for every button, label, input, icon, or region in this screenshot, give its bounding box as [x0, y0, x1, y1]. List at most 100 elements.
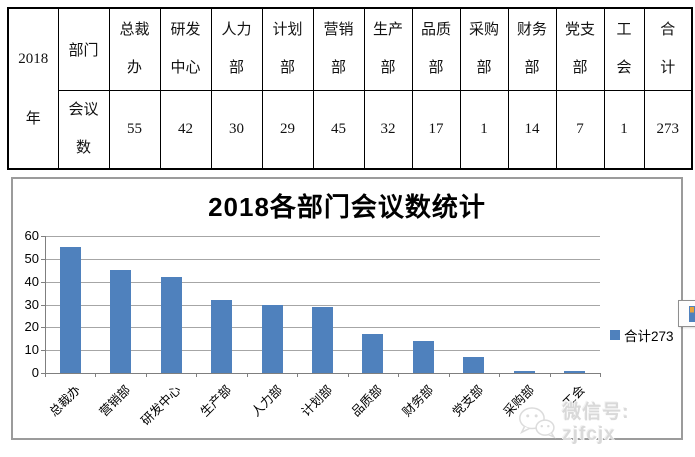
year-cell: 2018 年 [7, 7, 59, 170]
dept-name-line2: 会 [616, 60, 632, 77]
x-axis-tick [145, 373, 147, 377]
dept-name-line2: 办 [126, 60, 142, 77]
dept-name-line2: 部 [572, 60, 588, 77]
dept-name-cell: 研发 中心 [159, 7, 212, 91]
x-axis-category-label: 计划部 [298, 382, 336, 420]
dept-name-cell: 工会 [603, 7, 645, 91]
watermark-text: 微信号: zjfcjx [562, 402, 630, 445]
year-line2: 年 [25, 110, 41, 127]
meetings-table: 2018 年 部门 总裁办研发 中心 人力部计划部营销部生产部品质部采购部财务部党支… [7, 7, 693, 170]
meeting-count-cell: 45 [312, 89, 365, 170]
x-axis-tick [246, 373, 248, 377]
dept-name-line1: 人力 [221, 22, 252, 39]
x-axis-tick [297, 373, 299, 377]
dept-name-line2: 部 [428, 60, 444, 77]
dept-name-line1: 生产 [372, 22, 403, 39]
dept-name-line2: 计 [660, 60, 676, 77]
dept-header-cell: 部门 [57, 7, 110, 91]
meeting-count-cell: 14 [507, 89, 557, 170]
clipped-floating-object [678, 300, 695, 327]
dept-name-line2: 部 [380, 60, 396, 77]
table-header-row: 2018 年 部门 总裁办研发 中心 人力部计划部营销部生产部品质部采购部财务部党支… [7, 7, 693, 170]
y-axis-label: 30 [24, 296, 39, 312]
dept-name-cell: 合计 [643, 7, 693, 91]
x-axis-tick [95, 373, 97, 377]
dept-name-line2: 中心 [170, 60, 201, 77]
dept-name-line2: 部 [279, 60, 295, 77]
bar [261, 304, 283, 373]
watermark: 微信号: zjfcjx [517, 397, 681, 446]
dept-name-line1: 计划 [272, 22, 303, 39]
meeting-count-cell: 17 [411, 89, 461, 170]
y-axis-tick [41, 258, 45, 260]
bar [110, 270, 132, 373]
chart-legend: 合计273 [610, 325, 674, 345]
legend-swatch-icon [610, 330, 620, 340]
dept-name-cell: 采购部 [459, 7, 509, 91]
dept-name-line2: 部 [330, 60, 346, 77]
dept-header-label: 部门 [68, 42, 99, 59]
dept-name-line2: 部 [476, 60, 492, 77]
count-header-line1: 会议 [68, 102, 99, 119]
y-axis-label: 60 [24, 228, 39, 243]
gridline [45, 236, 600, 237]
x-axis-category-label: 营销部 [96, 382, 134, 420]
dept-name-cell: 生产部 [363, 7, 413, 91]
dept-name-cell: 财务部 [507, 7, 557, 91]
gridline [45, 304, 600, 306]
bar [211, 299, 233, 373]
dept-name-line1: 营销 [323, 22, 354, 39]
dept-name-cell: 计划部 [261, 7, 314, 91]
x-axis-tick [398, 373, 400, 377]
bar-chart: 2018各部门会议数统计 0 10 20 30 40 50 60 总裁办 营销部 研发中心 生产部人… [11, 177, 683, 445]
bar [362, 334, 384, 373]
x-axis-category-label: 财务部 [399, 382, 437, 420]
y-axis-tick [41, 373, 45, 374]
gridline [45, 258, 600, 260]
x-axis-tick [45, 373, 46, 377]
y-axis-label: 0 [31, 365, 39, 380]
bar [513, 370, 535, 373]
y-axis-label: 10 [24, 342, 39, 358]
gridline [45, 281, 600, 283]
x-axis-category-label: 党支部 [450, 382, 487, 420]
x-axis-category-label: 研发中心 [138, 382, 184, 429]
y-axis-tick [41, 304, 45, 306]
x-axis-line [45, 373, 601, 374]
y-axis-tick [41, 350, 45, 352]
wechat-icon [519, 406, 556, 439]
dept-name-line1: 总裁 [119, 22, 150, 39]
dept-name-line1: 财务 [516, 22, 547, 39]
meeting-count-cell: 1 [459, 89, 509, 170]
dept-name-line1: 工 [616, 22, 632, 39]
x-axis-tick [448, 373, 450, 377]
dept-name-line2: 部 [524, 60, 540, 77]
x-axis-tick [499, 373, 501, 377]
meeting-count-cell: 7 [555, 89, 605, 170]
meeting-count-cell: 55 [108, 89, 161, 170]
dept-name-line1: 合 [660, 22, 676, 39]
legend-label: 合计273 [624, 329, 674, 344]
dept-name-cell: 党支部 [555, 7, 605, 91]
bar [59, 247, 81, 373]
year-line1: 2018 [18, 50, 49, 67]
dept-name-cell: 营销部 [312, 7, 365, 91]
y-axis-label: 40 [24, 273, 39, 289]
meeting-count-cell: 32 [363, 89, 413, 170]
y-axis-tick [41, 327, 45, 329]
bar [412, 341, 434, 373]
y-axis-tick [41, 281, 45, 283]
table-value-row: 会议 数 55 42 30 29 45 32 17 1 14 7 1 273 [8, 89, 693, 170]
x-axis-category-label: 生产部 [197, 382, 235, 420]
x-axis-tick [347, 373, 349, 377]
dept-name-cell: 品质部 [411, 7, 461, 91]
meeting-count-cell: 1 [603, 89, 645, 170]
dept-name-line1: 采购 [468, 22, 499, 39]
x-axis-category-label: 人力部 [248, 382, 285, 420]
chart-title: 2018各部门会议数统计 [208, 192, 486, 222]
dept-name-line1: 研发 [170, 22, 201, 39]
meeting-count-cell: 29 [261, 89, 314, 170]
x-axis-category-label: 总裁办 [46, 382, 83, 420]
x-axis-tick [549, 373, 551, 377]
